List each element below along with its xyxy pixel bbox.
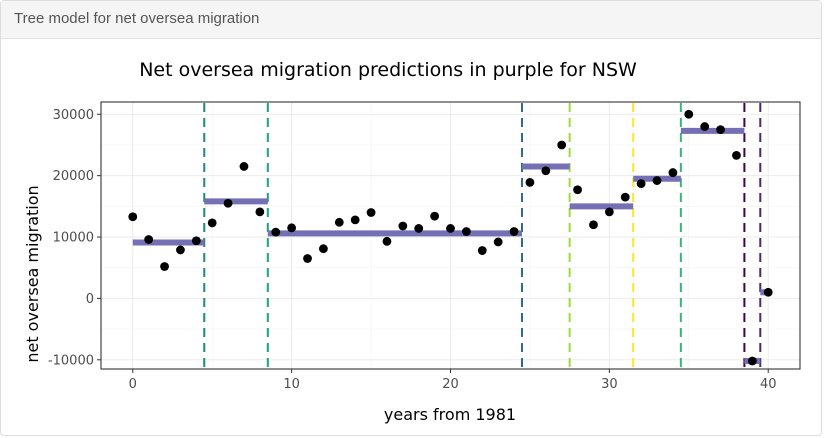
x-tick-label: 40	[760, 377, 777, 392]
data-point	[191, 236, 201, 246]
data-point	[319, 244, 328, 254]
data-point	[223, 198, 233, 208]
data-point	[700, 122, 710, 131]
x-axis: 0 10 20 30 40	[129, 369, 777, 392]
plot-panel	[100, 101, 801, 370]
data-point	[652, 176, 662, 185]
y-tick-label: -10000	[48, 353, 94, 368]
y-tick-label: 30000	[53, 108, 94, 123]
data-point	[398, 221, 408, 231]
data-point	[493, 237, 503, 247]
y-tick-label: 10000	[53, 231, 94, 246]
data-point	[446, 224, 455, 233]
data-point	[207, 218, 217, 228]
data-point	[541, 166, 551, 176]
data-point	[382, 236, 392, 246]
data-point	[573, 185, 582, 195]
x-tick-label: 30	[601, 377, 618, 392]
data-point	[525, 178, 535, 187]
y-tick-label: 0	[86, 292, 94, 307]
data-point	[271, 227, 281, 237]
data-point	[334, 217, 344, 227]
x-tick-label: 20	[442, 377, 459, 392]
x-axis-label: years from 1981	[384, 405, 516, 424]
data-point	[350, 215, 360, 225]
data-point	[763, 287, 773, 297]
data-point	[732, 151, 741, 160]
chart-title: Net oversea migration predictions in pur…	[139, 59, 637, 81]
y-axis-label: net oversea migration	[23, 185, 42, 362]
y-axis: -10000 0 10000 20000 30000	[48, 108, 101, 368]
y-tick-label: 20000	[53, 169, 94, 184]
data-point	[303, 254, 312, 263]
data-point	[636, 179, 646, 189]
data-point	[620, 192, 630, 202]
data-point	[287, 223, 297, 233]
data-point	[144, 235, 154, 244]
x-tick-label: 0	[129, 377, 137, 392]
data-point	[589, 220, 598, 230]
data-point	[509, 227, 519, 236]
data-point	[716, 125, 725, 135]
data-point	[366, 208, 376, 217]
chart: Net oversea migration predictions in pur…	[23, 59, 801, 424]
card-header: Tree model for net oversea migration	[1, 1, 821, 39]
data-point	[176, 245, 185, 255]
data-point	[430, 211, 440, 221]
data-point	[255, 207, 265, 217]
data-point	[477, 246, 487, 255]
data-point	[461, 227, 471, 236]
x-tick-label: 10	[283, 377, 300, 392]
data-point	[557, 140, 567, 150]
data-point	[747, 356, 757, 366]
data-point	[668, 168, 678, 177]
data-point	[128, 212, 138, 222]
data-point	[604, 207, 614, 217]
data-point	[684, 109, 694, 119]
data-point	[239, 162, 249, 171]
data-point	[414, 224, 424, 233]
data-point	[160, 262, 169, 271]
